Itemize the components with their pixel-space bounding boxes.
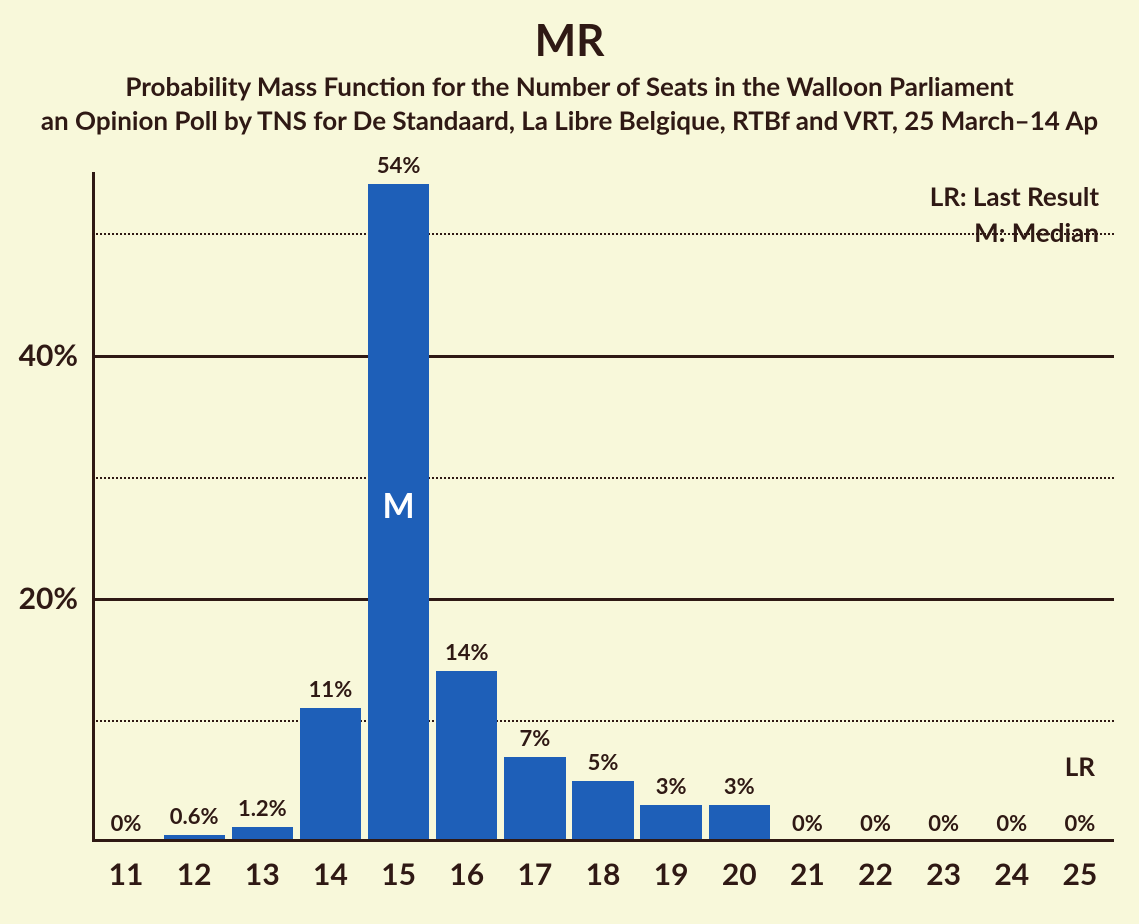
bar-slot: 5%18: [569, 172, 637, 842]
title-sub2: an Opinion Poll by TNS for De Standaard,…: [0, 104, 1139, 136]
bar-value-label: 5%: [588, 748, 619, 775]
bar-slot: 14%16: [433, 172, 501, 842]
bar-value-label: 54%: [377, 151, 421, 178]
bar-value-label: 0%: [860, 809, 891, 836]
x-tick-label: 20: [722, 842, 757, 892]
bar: [504, 757, 565, 842]
x-tick-label: 24: [994, 842, 1029, 892]
x-tick-label: 25: [1063, 842, 1098, 892]
bar-value-label: 3%: [656, 772, 687, 799]
bar-slot: 54%M15: [365, 172, 433, 842]
x-tick-label: 21: [790, 842, 825, 892]
bar-slot: 0%23: [910, 172, 978, 842]
x-tick-label: 12: [177, 842, 212, 892]
bar: [709, 805, 770, 842]
plot-area: 0%110.6%121.2%1311%1454%M1514%167%175%18…: [92, 172, 1114, 842]
bar-value-label: 3%: [724, 772, 755, 799]
x-axis-line: [92, 839, 1114, 842]
bar-value-label: 0%: [111, 809, 142, 836]
bar-value-label: 0.6%: [170, 802, 219, 829]
x-tick-label: 19: [654, 842, 689, 892]
bar-value-label: 1.2%: [238, 794, 287, 821]
bar-slot: 0.6%12: [160, 172, 228, 842]
x-tick-label: 23: [926, 842, 961, 892]
bar-slot: 7%17: [501, 172, 569, 842]
bar: [572, 781, 633, 842]
title-main: MR: [0, 14, 1139, 66]
bar: [300, 708, 361, 842]
lr-marker: LR: [1065, 750, 1095, 782]
median-marker: M: [383, 485, 415, 526]
bar-slot: 3%20: [705, 172, 773, 842]
bar-slot: 0%21: [773, 172, 841, 842]
y-axis-line: [92, 172, 95, 842]
title-sub1: Probability Mass Function for the Number…: [0, 70, 1139, 102]
bar-slot: 0%11: [92, 172, 160, 842]
bar-slot: 0%25: [1046, 172, 1114, 842]
x-tick-label: 15: [381, 842, 416, 892]
bar-slot: 1.2%13: [228, 172, 296, 842]
bar-slot: 11%14: [296, 172, 364, 842]
bar-value-label: 0%: [1065, 809, 1096, 836]
x-tick-label: 11: [109, 842, 144, 892]
bar-slot: 3%19: [637, 172, 705, 842]
bar-value-label: 11%: [309, 675, 353, 702]
bar-value-label: 7%: [519, 724, 550, 751]
x-tick-label: 16: [449, 842, 484, 892]
x-tick-label: 13: [245, 842, 280, 892]
bar: [640, 805, 701, 842]
bar: [436, 671, 497, 842]
x-tick-label: 18: [586, 842, 621, 892]
y-tick-label: 20%: [19, 580, 92, 616]
x-tick-label: 22: [858, 842, 893, 892]
y-tick-label: 40%: [19, 337, 92, 373]
bar-value-label: 0%: [996, 809, 1027, 836]
x-tick-label: 14: [313, 842, 348, 892]
x-tick-label: 17: [517, 842, 552, 892]
bars-container: 0%110.6%121.2%1311%1454%M1514%167%175%18…: [92, 172, 1114, 842]
bar-slot: 0%24: [978, 172, 1046, 842]
bar-value-label: 0%: [928, 809, 959, 836]
bar-value-label: 0%: [792, 809, 823, 836]
bar-slot: 0%22: [841, 172, 909, 842]
bar-value-label: 14%: [445, 638, 489, 665]
